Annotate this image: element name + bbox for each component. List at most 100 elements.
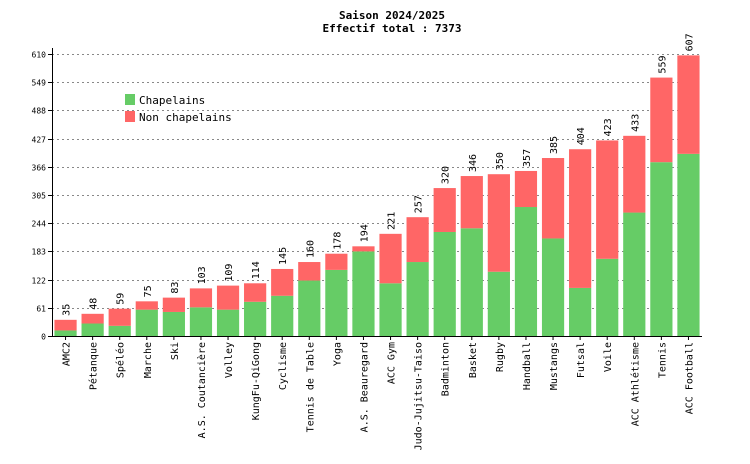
bar-chapelains: [379, 283, 402, 336]
grid-layer: [52, 54, 702, 309]
y-tick-label: 488: [32, 107, 47, 116]
data-label-total: 178: [332, 232, 343, 250]
bar-non-chapelains: [487, 174, 510, 272]
bar-non-chapelains: [135, 301, 158, 310]
data-label-total: 423: [603, 118, 614, 136]
bar-non-chapelains: [162, 297, 185, 312]
bar-chapelains: [406, 262, 429, 336]
bar-chapelains: [244, 301, 267, 336]
x-tick-label: Futsal: [576, 342, 587, 378]
y-tick-label: 427: [32, 136, 47, 145]
bar-non-chapelains: [379, 233, 402, 284]
data-label-total: 357: [522, 149, 533, 167]
bar-non-chapelains: [189, 288, 213, 308]
data-label-total: 160: [305, 240, 316, 258]
bar-chapelains: [460, 228, 483, 336]
bar-chapelains: [325, 269, 348, 336]
x-tick-label: Handball: [522, 342, 533, 390]
x-tick-label: ACC Gym: [387, 342, 398, 384]
x-tick-label: Rugby: [495, 342, 506, 372]
y-tick-label: 305: [32, 192, 47, 201]
x-tick-label: Cyclisme: [278, 342, 289, 390]
x-tick-label: Spéléo: [115, 342, 127, 378]
data-label-total: 607: [684, 33, 695, 51]
bar-chapelains: [677, 153, 700, 336]
bar-chapelains: [135, 309, 158, 336]
x-tick-label: A.S. Coutancière: [196, 342, 208, 438]
y-tick-label: 549: [32, 79, 47, 88]
x-tick-label: ACC Football: [684, 342, 695, 414]
x-tick-label: Mustangs: [549, 342, 560, 390]
bar-chapelains: [162, 311, 185, 336]
bars-layer: [54, 55, 700, 336]
bar-chapelains: [81, 323, 104, 336]
x-tick-label: Yoga: [332, 342, 343, 366]
data-label-total: 48: [89, 298, 100, 310]
bar-chapelains: [298, 280, 321, 336]
bar-chapelains: [216, 309, 240, 336]
x-tick-label: Voile: [603, 342, 614, 372]
data-label-total: 75: [143, 285, 154, 297]
data-label-total: 35: [62, 304, 73, 316]
bar-non-chapelains: [216, 285, 240, 310]
x-tick-label: Pétanque: [88, 342, 100, 390]
data-label-total: 109: [224, 264, 235, 282]
bar-chapelains: [352, 251, 375, 336]
y-tick-label: 366: [32, 164, 47, 173]
bar-non-chapelains: [623, 135, 646, 213]
bar-chapelains: [650, 162, 673, 336]
y-tick-label: 610: [32, 51, 47, 60]
data-label-total: 145: [278, 247, 289, 265]
bar-chapelains: [189, 307, 213, 336]
data-label-total: 257: [414, 195, 425, 213]
y-tick-label: 0: [41, 333, 46, 342]
x-tick-label: Tennis de Table: [305, 342, 316, 432]
bar-chapelains: [54, 330, 77, 336]
data-label-total: 194: [359, 224, 370, 242]
bar-non-chapelains: [271, 268, 294, 296]
data-label-total: 404: [576, 127, 587, 145]
x-tick-label: Tennis: [657, 342, 668, 378]
x-tick-label: Basket: [468, 342, 479, 378]
x-tick-label: KungFu-QiGong: [251, 342, 262, 420]
bar-non-chapelains: [298, 262, 321, 281]
data-label-total: 83: [170, 282, 181, 294]
bar-chapelains: [596, 258, 619, 336]
x-tick-label: AMC2: [62, 342, 73, 366]
data-label-total: 320: [441, 166, 452, 184]
data-label-total: 350: [495, 152, 506, 170]
bar-non-chapelains: [569, 149, 592, 288]
bar-non-chapelains: [541, 158, 565, 239]
axis-layer: 0 61 122 183 244 305 366 427 488 549 610: [32, 48, 702, 342]
bar-non-chapelains: [406, 217, 429, 263]
bar-non-chapelains: [244, 283, 267, 302]
bar-non-chapelains: [352, 246, 375, 252]
data-label-total: 114: [251, 261, 262, 279]
legend-swatch-non-chapelains: [125, 111, 135, 122]
data-label-total: 433: [630, 114, 641, 132]
x-tick-label: ACC Athlétisme: [629, 342, 641, 426]
bar-non-chapelains: [514, 170, 538, 208]
legend-label-non-chapelains: Non chapelains: [139, 111, 232, 124]
bar-chapelains: [623, 212, 646, 336]
chart-subtitle: Effectif total : 7373: [322, 22, 461, 35]
bar-chapelains: [433, 231, 456, 336]
x-tick-label: Marche: [143, 342, 154, 378]
bar-chapelains: [487, 271, 510, 336]
labels-layer: AMC2 35 Pétanque 48 Spéléo 59 Marche 75 Ski 83 A.S…: [62, 33, 696, 450]
bar-non-chapelains: [325, 253, 348, 270]
bar-chapelains: [514, 207, 538, 336]
bar-chapelains: [271, 295, 294, 336]
bar-non-chapelains: [433, 188, 456, 232]
legend-label-chapelains: Chapelains: [139, 94, 205, 107]
y-tick-label: 183: [32, 248, 47, 257]
data-label-total: 221: [387, 212, 398, 230]
bar-non-chapelains: [596, 140, 619, 259]
data-label-total: 385: [549, 136, 560, 154]
bar-chapelains: [541, 238, 565, 336]
x-tick-label: Volley: [224, 342, 235, 378]
bar-non-chapelains: [54, 319, 77, 331]
x-tick-label: Badminton: [441, 342, 452, 396]
bar-chapelains: [108, 325, 131, 336]
